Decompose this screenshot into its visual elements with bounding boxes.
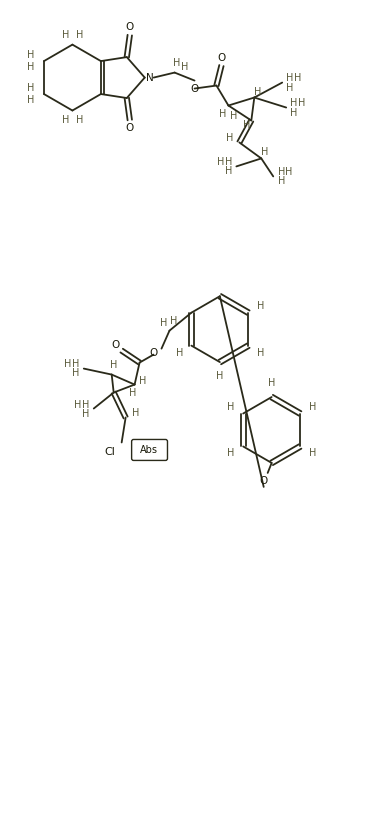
Text: H: H [291,107,298,117]
Text: H: H [82,399,89,409]
Text: H: H [110,360,117,370]
Text: H: H [181,61,188,71]
Text: H: H [173,58,180,68]
Text: H: H [298,97,306,107]
Text: H: H [62,116,69,126]
Text: H: H [309,448,316,458]
Text: H: H [309,402,316,411]
Text: N: N [146,72,154,82]
Text: O: O [126,22,134,32]
Text: H: H [295,72,302,82]
Text: Abs: Abs [139,446,157,456]
Text: H: H [64,358,71,368]
Text: H: H [217,158,224,168]
Text: H: H [219,108,226,118]
Text: O: O [259,476,268,486]
Text: H: H [72,367,79,378]
Text: H: H [230,111,237,121]
Text: H: H [287,72,294,82]
Text: H: H [129,388,136,398]
Text: H: H [160,318,167,328]
Text: H: H [291,97,298,107]
Text: H: H [225,158,232,168]
Text: H: H [257,347,264,357]
Text: H: H [243,121,250,131]
Text: H: H [27,62,35,72]
Text: H: H [27,83,35,93]
Text: H: H [132,408,139,418]
Text: H: H [76,29,83,39]
Text: H: H [227,402,235,411]
Text: H: H [76,116,83,126]
FancyBboxPatch shape [132,440,168,461]
Text: H: H [277,176,285,186]
Text: Cl: Cl [104,447,115,457]
Text: H: H [176,347,183,357]
Text: O: O [190,84,199,94]
Text: H: H [254,86,261,96]
Text: H: H [82,409,89,419]
Text: H: H [227,448,235,458]
Text: H: H [287,82,294,92]
Text: H: H [170,315,177,326]
Text: O: O [149,347,158,357]
Text: H: H [74,399,82,409]
Text: O: O [217,53,225,63]
Text: H: H [27,50,35,60]
Text: H: H [27,95,35,105]
Text: O: O [126,123,134,133]
Text: H: H [216,371,224,381]
Text: O: O [112,340,120,350]
Text: H: H [261,148,268,158]
Text: H: H [268,378,275,388]
Text: H: H [226,133,233,143]
Text: H: H [285,168,293,177]
Text: H: H [225,166,232,176]
Text: H: H [139,376,146,386]
Text: H: H [277,168,285,177]
Text: H: H [62,29,69,39]
Text: H: H [257,300,264,310]
Text: H: H [72,358,79,368]
